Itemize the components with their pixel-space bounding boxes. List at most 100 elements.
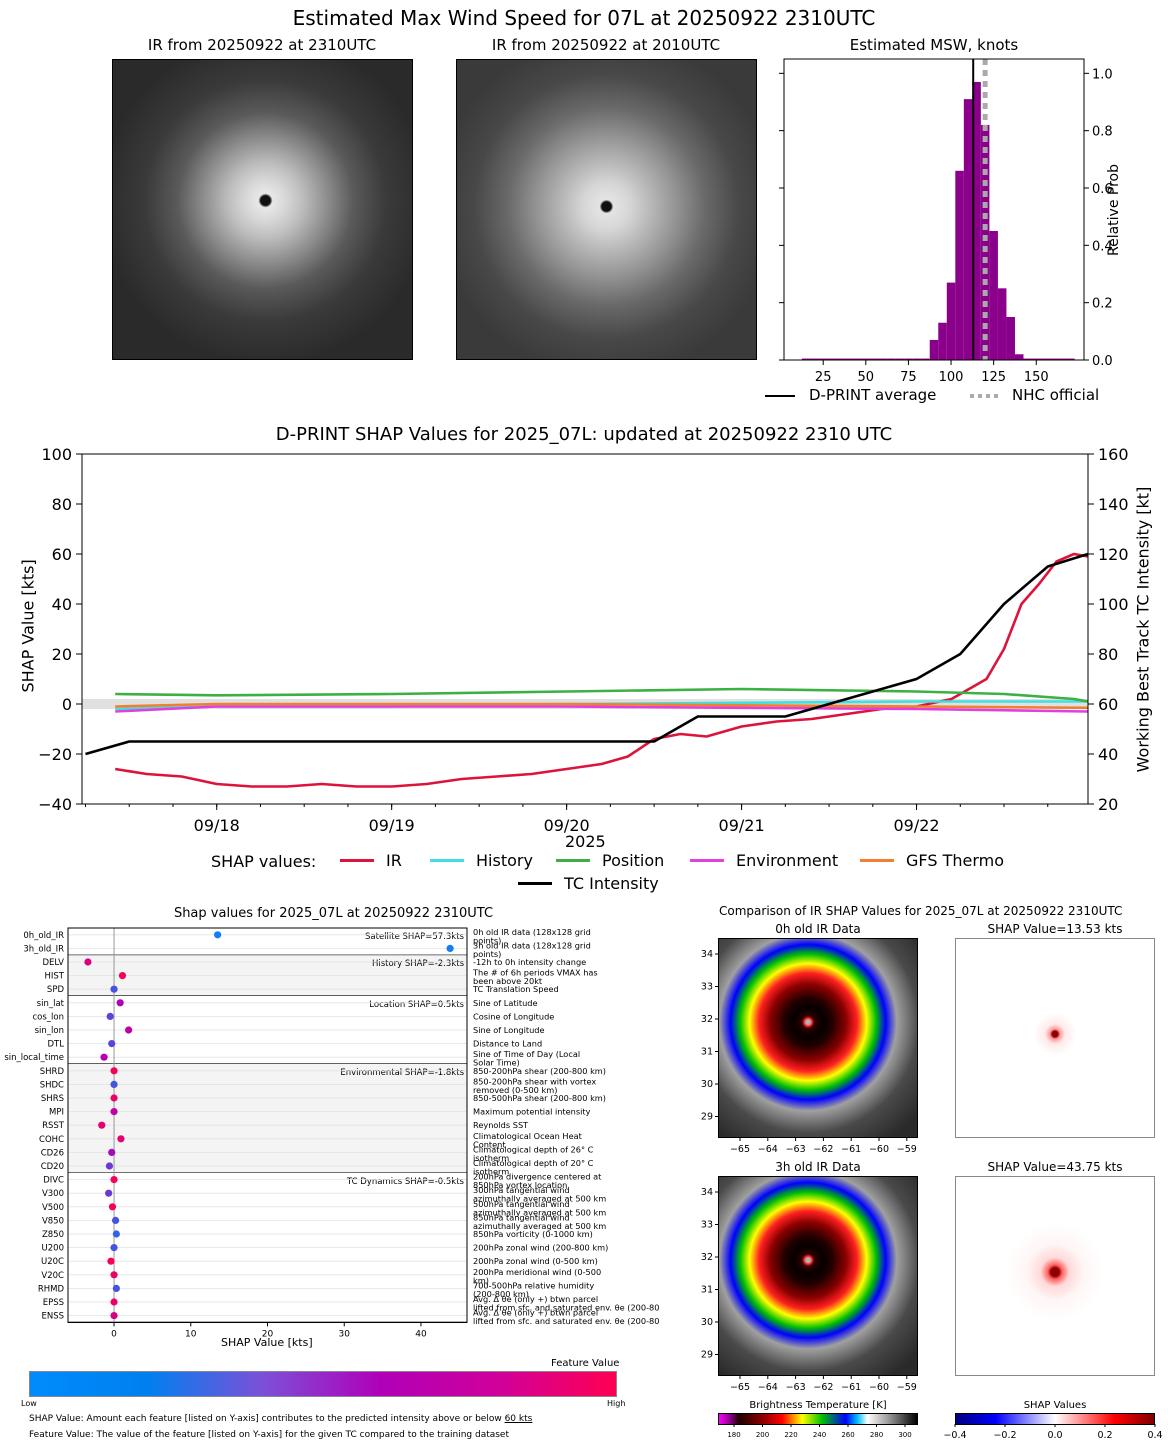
hist-xtick-label: 50 (858, 370, 875, 385)
feature-point (98, 1121, 106, 1129)
shap-tick-label: 0.2 (1097, 1430, 1112, 1441)
feature-shap-title: Shap values for 2025_07L at 20250922 231… (173, 906, 494, 921)
hist-bar (827, 358, 836, 360)
hist-bar (904, 358, 913, 360)
feature-xtick-label: 0 (111, 1329, 117, 1339)
hist-bar (946, 282, 956, 360)
feature-xtick-label: 20 (262, 1329, 274, 1339)
feature-point (110, 1176, 118, 1184)
footnote-1: SHAP Value: Amount each feature [listed … (29, 1414, 532, 1424)
ir-panel-title-1: IR from 20250922 at 2310UTC (147, 36, 377, 54)
lon-tick-label: −65 (730, 1144, 750, 1155)
feature-desc: 3h old IR data (128x128 grid (473, 940, 591, 950)
hist-ytick-label: 1.0 (1092, 67, 1113, 82)
feature-desc: Sine of Time of Day (Local (473, 1049, 580, 1059)
legend-label-position: Position (602, 851, 665, 870)
feature-name: CD20 (41, 1162, 64, 1172)
hist-bar (989, 231, 998, 360)
feature-point (110, 1312, 118, 1320)
hist-bar (938, 322, 947, 360)
feature-desc: 200hPa meridional wind (0-500 (473, 1267, 601, 1277)
series-ir (114, 552, 1089, 788)
hist-legend (765, 394, 1000, 398)
ts-xtick-label: 09/19 (369, 816, 415, 835)
ts-xtick-label: 09/21 (719, 816, 765, 835)
feature-point (125, 1026, 133, 1034)
ts-frame (81, 453, 1089, 805)
feature-name: SHRS (41, 1094, 64, 1104)
lat-tick-label: 34 (701, 949, 713, 960)
feature-point (111, 1216, 120, 1224)
feature-name: U200 (42, 1244, 64, 1254)
hist-bar (887, 358, 896, 360)
feature-desc: 850hPa tangential wind (473, 1212, 570, 1222)
legend-swatch-ir (340, 859, 374, 862)
hist-bar (912, 358, 922, 360)
hist-ytick-label: 0.6 (1092, 182, 1113, 197)
feature-desc-cont: points) (473, 935, 501, 945)
feature-desc-cont: azimuthally averaged at 500 km (473, 1221, 606, 1231)
legend-label-ir: IR (386, 851, 402, 870)
ts-xtick-label: 09/22 (893, 816, 939, 835)
feature-name: ENSS (41, 1312, 64, 1322)
feature-shap-plot: Satellite SHAP=57.3kts History SHAP=-2.3k… (4, 927, 660, 1340)
shap-time-series: 09/18 09/19 09/20 09/21 09/22 −40 −20 0 20 40 60 80… (38, 445, 1128, 835)
footnote-1-underline: 60 kts (504, 1414, 533, 1424)
bt-tick-label: 300 (898, 1431, 911, 1439)
ts-xtick-label: 09/18 (194, 816, 240, 835)
feature-point (110, 1080, 118, 1088)
feature-point (110, 1298, 118, 1306)
feature-desc: Climatological depth of 26° C (473, 1144, 594, 1154)
feature-point (118, 972, 127, 980)
hist-bar (963, 99, 973, 360)
feature-name: sin_lat (37, 999, 65, 1009)
hist-frame (783, 58, 1085, 361)
feature-desc-cont: lifted from sfc. and saturated env. θe (… (473, 1303, 660, 1313)
shap-legend-title: SHAP values: (211, 852, 317, 871)
hist-bar (801, 358, 811, 360)
feature-desc: Sine of Latitude (473, 998, 538, 1008)
hist-bar (921, 358, 930, 360)
feature-desc-cont: Content (473, 1139, 506, 1149)
lon-tick-label: −61 (841, 1382, 861, 1393)
feature-desc-cont: been above 20kt (473, 976, 543, 986)
feature-point (110, 1067, 118, 1075)
ir-color-0h (718, 938, 918, 1138)
legend-label-tc-intensity: TC Intensity (564, 874, 659, 893)
feature-name: V300 (42, 1189, 64, 1199)
ts-ytick-label: 20 (52, 645, 72, 664)
feature-name: V500 (42, 1203, 64, 1213)
lon-tick-label: −64 (758, 1382, 778, 1393)
shap-ts-title: D-PRINT SHAP Values for 2025_07L: update… (275, 424, 893, 445)
lon-tick-label: −61 (841, 1144, 861, 1155)
feature-group-bg (68, 1064, 467, 1173)
feature-desc-cont: lifted from sfc. and saturated env. θe (… (473, 1316, 660, 1326)
feature-name: Z850 (42, 1230, 64, 1240)
ts-ytick-label: −40 (38, 795, 72, 814)
lon-tick-label: −60 (869, 1144, 889, 1155)
feature-desc: 500hPa tangential wind (473, 1199, 570, 1209)
legend-label-history: History (476, 851, 533, 870)
lon-tick-label: −62 (813, 1382, 833, 1393)
lon-tick-label: −65 (730, 1382, 750, 1393)
hist-xtick-label: 100 (939, 370, 964, 385)
feature-point (110, 1108, 118, 1116)
feature-colorbar (29, 1371, 617, 1397)
msw-hist-title: Estimated MSW, knots (849, 36, 1019, 54)
ts-ytick-label: −20 (38, 745, 72, 764)
lat-tick-label: 30 (701, 1317, 713, 1328)
ir-image-2010 (456, 59, 757, 360)
legend-label-gfs-thermo: GFS Thermo (906, 851, 1004, 870)
bt-colorbar-ticks: 180 200 220 240 260 280 300 (727, 1424, 912, 1439)
footnote-1-text: SHAP Value: Amount each feature [listed … (29, 1414, 505, 1424)
feature-desc-cont: isotherm (473, 1153, 509, 1163)
ts-ytick-label: 100 (41, 445, 72, 464)
feature-desc: The # of 6h periods VMAX has (472, 968, 598, 978)
feature-group-label: TC Dynamics SHAP=-0.5kts (346, 1177, 465, 1187)
cmp-title-shap-3h: SHAP Value=43.75 kts (987, 1160, 1123, 1174)
feature-desc-cont: azimuthally averaged at 500 km (473, 1194, 606, 1204)
series-position (115, 687, 1089, 703)
feature-desc-cont: Solar Time) (473, 1058, 520, 1068)
feature-point (84, 958, 92, 966)
lon-tick-label: −63 (786, 1382, 806, 1393)
